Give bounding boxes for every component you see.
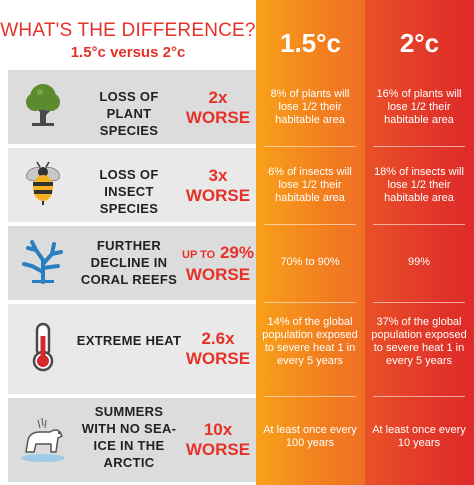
row-heat-mult-value: 2.6x bbox=[201, 329, 235, 348]
page-title: WHAT'S THE DIFFERENCE? bbox=[0, 20, 256, 41]
row-plant-label: LOSS OF PLANT SPECIES bbox=[99, 89, 159, 138]
column-1-5c-background bbox=[256, 0, 365, 485]
row-insect-multiplier: 3x WORSE bbox=[180, 166, 256, 206]
row-plant-2c-value: 16% of plants will lose 1/2 their habita… bbox=[376, 88, 462, 126]
row-arctic-1-5c-value: At least once every 100 years bbox=[263, 424, 357, 449]
row-coral-2c-value: 99% bbox=[407, 256, 431, 268]
divider bbox=[373, 224, 465, 225]
row-heat-mult-word: WORSE bbox=[185, 349, 251, 368]
bee-icon bbox=[25, 161, 61, 205]
row-coral-1-5c-value: 70% to 90% bbox=[280, 256, 340, 268]
row-coral-multiplier: UP TO 29% WORSE bbox=[180, 243, 256, 285]
row-heat-1-5c-value: 14% of the global population exposed to … bbox=[262, 316, 358, 367]
row-plant-1-5c-value: 8% of plants will lose 1/2 their habitab… bbox=[270, 88, 350, 126]
row-heat-label: EXTREME HEAT bbox=[76, 333, 182, 348]
page-subtitle: 1.5°c versus 2°c bbox=[70, 44, 186, 61]
tree-icon bbox=[26, 84, 60, 126]
row-coral-label: FURTHER DECLINE IN CORAL REEFS bbox=[80, 238, 178, 287]
row-insect-2c-value: 18% of insects will lose 1/2 their habit… bbox=[374, 166, 464, 204]
row-insect-mult-word: WORSE bbox=[185, 186, 251, 205]
row-plant-mult-word: WORSE bbox=[185, 108, 251, 127]
row-coral-background bbox=[8, 226, 256, 300]
divider bbox=[373, 396, 465, 397]
row-plant-multiplier: 2x WORSE bbox=[180, 88, 256, 128]
row-heat-2c-value: 37% of the global population exposed to … bbox=[371, 316, 467, 367]
thermometer-icon bbox=[32, 322, 54, 372]
row-coral-mult-value: 29% bbox=[219, 243, 254, 262]
divider bbox=[264, 396, 356, 397]
row-coral-mult-word: WORSE bbox=[185, 265, 251, 284]
row-insect-mult-value: 3x bbox=[208, 166, 228, 185]
column-2c-background bbox=[365, 0, 474, 485]
column-header-1-5c: 1.5°c bbox=[279, 28, 341, 58]
row-arctic-2c-value: At least once every 10 years bbox=[372, 424, 466, 449]
row-insect-label: LOSS OF INSECT SPECIES bbox=[99, 167, 159, 216]
divider bbox=[264, 224, 356, 225]
row-coral-mult-prefix: UP TO bbox=[182, 249, 216, 261]
row-arctic-label: SUMMERS WITH NO SEA-ICE IN THE ARCTIC bbox=[81, 404, 177, 470]
row-insect-1-5c-value: 6% of insects will lose 1/2 their habita… bbox=[268, 166, 352, 204]
divider bbox=[264, 302, 356, 303]
divider bbox=[264, 146, 356, 147]
row-heat-multiplier: 2.6x WORSE bbox=[180, 329, 256, 369]
divider bbox=[373, 302, 465, 303]
row-arctic-mult-word: WORSE bbox=[185, 440, 251, 459]
row-plant-mult-value: 2x bbox=[208, 88, 228, 107]
divider bbox=[373, 146, 465, 147]
row-arctic-mult-value: 10x bbox=[203, 420, 233, 439]
column-header-2c: 2°c bbox=[399, 28, 440, 58]
row-arctic-multiplier: 10x WORSE bbox=[180, 420, 256, 460]
polar-bear-icon bbox=[21, 417, 65, 462]
coral-icon bbox=[22, 240, 63, 284]
